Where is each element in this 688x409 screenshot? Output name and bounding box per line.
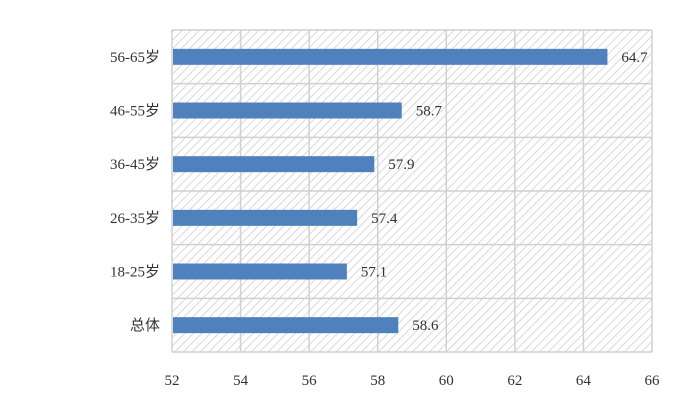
x-tick-label: 54 [233, 373, 249, 389]
category-label: 46-55岁 [110, 103, 160, 120]
bar [173, 48, 608, 65]
bar [173, 102, 402, 119]
x-tick-label: 58 [370, 373, 385, 389]
bar [173, 317, 399, 334]
data-label: 64.7 [621, 50, 648, 66]
data-label: 58.6 [412, 318, 439, 334]
category-label: 18-25岁 [110, 264, 160, 281]
gridlines [171, 29, 653, 353]
x-tick-label: 66 [645, 373, 661, 389]
x-tick-label: 60 [439, 373, 454, 389]
bar [173, 209, 358, 226]
x-tick-label: 62 [507, 373, 522, 389]
data-label: 57.1 [361, 265, 387, 281]
bar [173, 263, 347, 280]
x-tick-label: 56 [302, 373, 318, 389]
x-tick-label: 52 [165, 373, 180, 389]
category-label: 总体 [130, 317, 160, 334]
bars [173, 48, 608, 334]
data-label: 57.4 [371, 211, 398, 227]
category-label: 56-65岁 [110, 49, 160, 66]
data-label: 58.7 [416, 104, 443, 120]
category-label: 36-45岁 [110, 156, 160, 173]
data-label: 57.9 [388, 157, 414, 173]
bar [173, 156, 375, 173]
x-tick-label: 64 [576, 373, 592, 389]
labels: 52 54 56 58 60 62 64 66 56-65岁 64.7 46-55岁 58.7 36-4… [110, 49, 660, 389]
category-label: 26-35岁 [110, 210, 160, 227]
